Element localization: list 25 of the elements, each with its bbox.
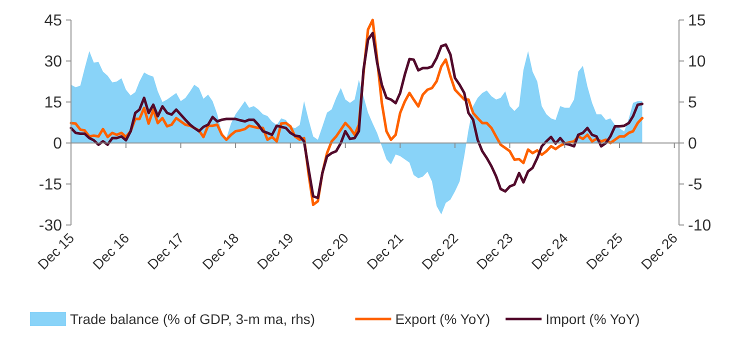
x-tick-label: Dec 16 bbox=[89, 230, 132, 272]
legend-label: Import (% YoY) bbox=[546, 310, 640, 327]
x-tick-label: Dec 21 bbox=[364, 230, 406, 272]
legend-label: Export (% YoY) bbox=[395, 310, 490, 327]
y-tick-label: 0 bbox=[53, 136, 62, 153]
x-tick-label: Dec 22 bbox=[418, 230, 462, 272]
x-tick-label: Dec 25 bbox=[582, 230, 626, 272]
y2-tick-label: -5 bbox=[688, 176, 702, 194]
y-tick-label: 15 bbox=[44, 94, 62, 112]
y2-tick-label: -10 bbox=[688, 218, 712, 235]
x-tick-label: Dec 19 bbox=[254, 230, 297, 272]
y2-tick-label: 5 bbox=[688, 94, 697, 112]
x-tick-label: Dec 24 bbox=[528, 230, 571, 272]
x-tick-label: Dec 20 bbox=[308, 230, 352, 272]
x-tick-label: Dec 23 bbox=[473, 230, 516, 272]
legend-label: Trade balance (% of GDP, 3-m ma, rhs) bbox=[70, 310, 316, 327]
x-tick-label: Dec 17 bbox=[144, 230, 188, 272]
y2-tick-label: 15 bbox=[688, 12, 706, 30]
y-tick-label: -15 bbox=[38, 176, 62, 194]
x-tick-label: Dec 26 bbox=[638, 230, 681, 272]
x-tick-label: Dec 18 bbox=[199, 230, 242, 272]
y-tick-label: 30 bbox=[44, 54, 62, 71]
y2-tick-label: 0 bbox=[688, 136, 697, 153]
y-tick-label: 45 bbox=[44, 12, 62, 30]
y2-tick-label: 10 bbox=[688, 54, 706, 71]
